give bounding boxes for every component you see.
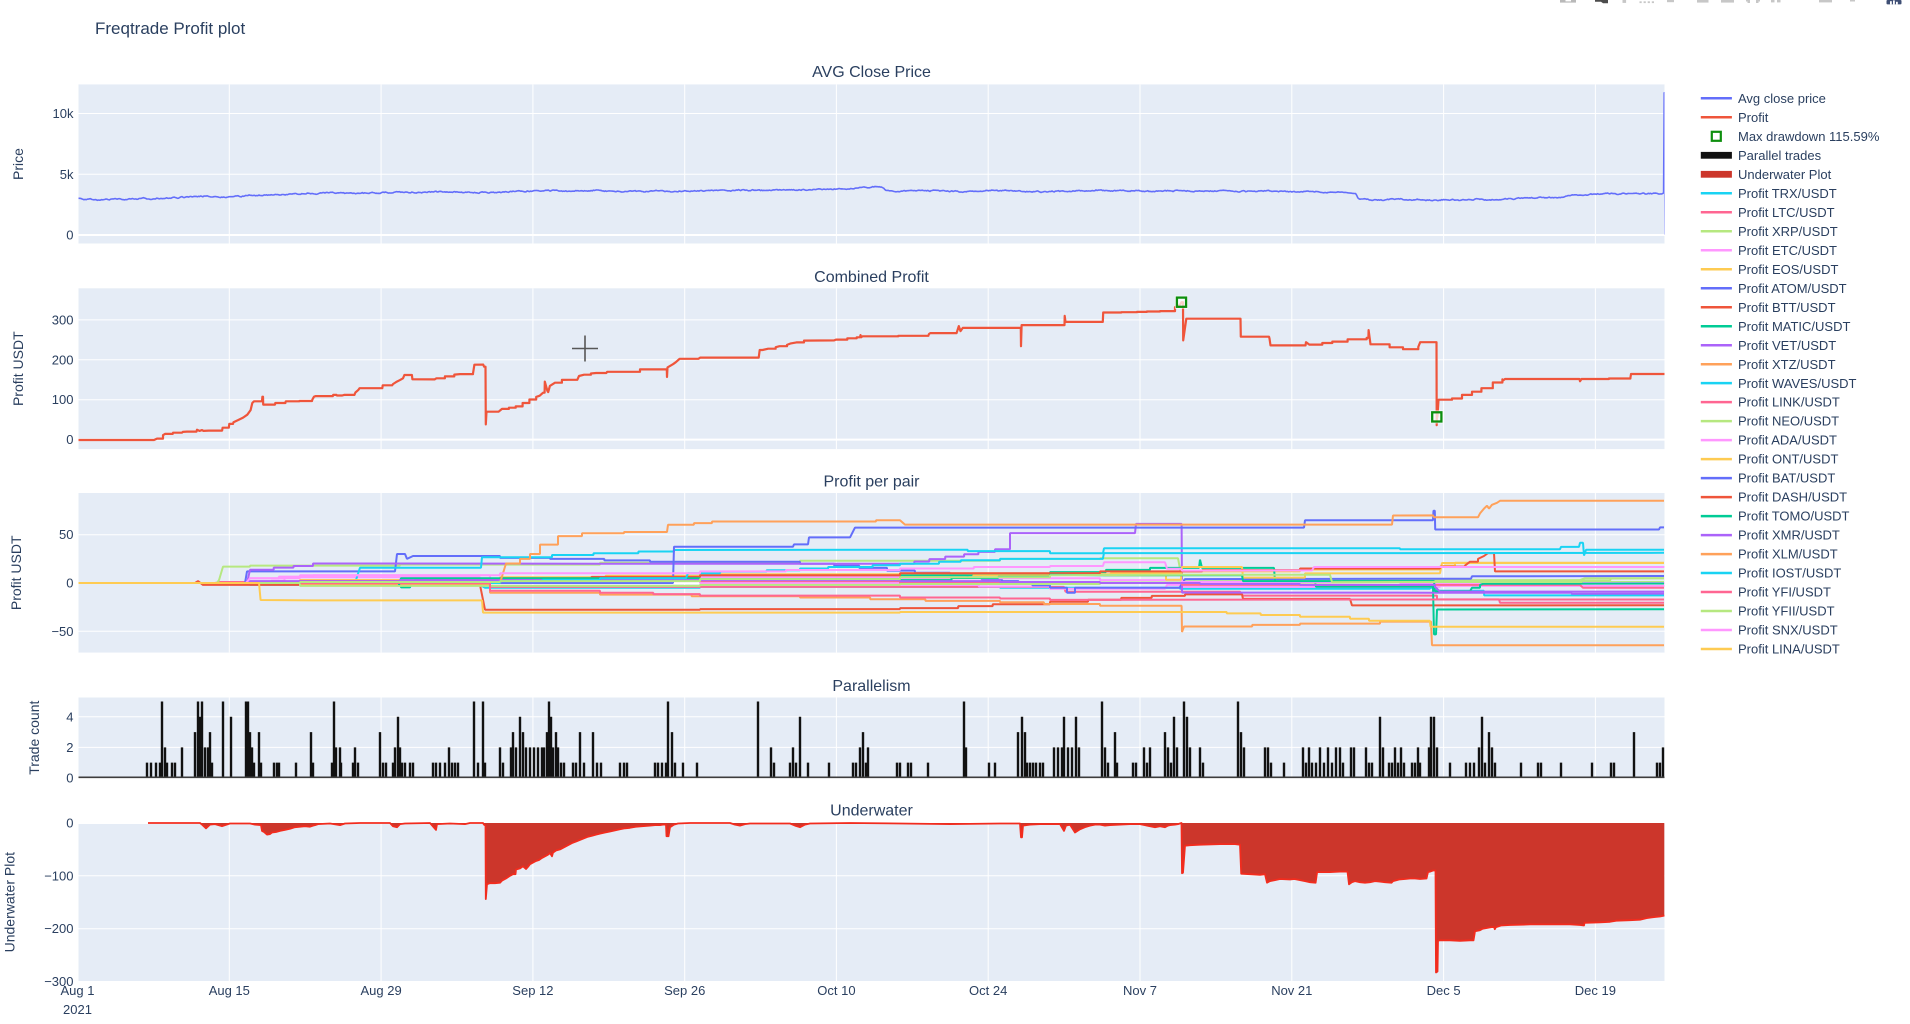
svg-text:Sep 12: Sep 12 xyxy=(512,983,553,998)
svg-text:Profit per pair: Profit per pair xyxy=(823,474,920,491)
svg-text:Profit MATIC/USDT: Profit MATIC/USDT xyxy=(1738,319,1850,334)
svg-text:2: 2 xyxy=(66,740,73,755)
svg-text:Profit XMR/USDT: Profit XMR/USDT xyxy=(1738,528,1840,543)
svg-text:Profit LTC/USDT: Profit LTC/USDT xyxy=(1738,205,1835,220)
svg-text:Trade count: Trade count xyxy=(26,701,42,775)
svg-text:Profit ATOM/USDT: Profit ATOM/USDT xyxy=(1738,281,1847,296)
svg-text:Profit XTZ/USDT: Profit XTZ/USDT xyxy=(1738,357,1836,372)
svg-text:Underwater: Underwater xyxy=(830,803,913,820)
svg-text:Profit ONT/USDT: Profit ONT/USDT xyxy=(1738,452,1838,467)
svg-text:Profit TRX/USDT: Profit TRX/USDT xyxy=(1738,186,1837,201)
svg-text:5k: 5k xyxy=(60,167,74,182)
svg-text:−300: −300 xyxy=(44,974,73,989)
svg-text:Combined Profit: Combined Profit xyxy=(814,269,929,286)
svg-text:300: 300 xyxy=(52,312,74,327)
svg-text:Underwater Plot: Underwater Plot xyxy=(1738,167,1832,182)
svg-text:Profit XRP/USDT: Profit XRP/USDT xyxy=(1738,224,1838,239)
svg-text:Profit YFII/USDT: Profit YFII/USDT xyxy=(1738,604,1835,619)
svg-text:−200: −200 xyxy=(44,921,73,936)
svg-text:Parallelism: Parallelism xyxy=(832,678,910,695)
svg-text:Profit TOMO/USDT: Profit TOMO/USDT xyxy=(1738,509,1850,524)
svg-text:Oct 24: Oct 24 xyxy=(969,983,1007,998)
svg-text:Parallel trades: Parallel trades xyxy=(1738,148,1822,163)
svg-text:Aug 15: Aug 15 xyxy=(209,983,250,998)
svg-text:Profit BAT/USDT: Profit BAT/USDT xyxy=(1738,471,1835,486)
svg-text:0: 0 xyxy=(66,576,73,591)
svg-text:Profit: Profit xyxy=(1738,110,1769,125)
svg-text:Profit VET/USDT: Profit VET/USDT xyxy=(1738,338,1836,353)
svg-text:Dec 19: Dec 19 xyxy=(1575,983,1616,998)
svg-text:0: 0 xyxy=(66,816,73,831)
svg-text:Aug 29: Aug 29 xyxy=(360,983,401,998)
svg-text:Profit BTT/USDT: Profit BTT/USDT xyxy=(1738,300,1836,315)
svg-text:0: 0 xyxy=(66,432,73,447)
svg-text:Profit IOST/USDT: Profit IOST/USDT xyxy=(1738,566,1841,581)
svg-text:Profit USDT: Profit USDT xyxy=(8,535,24,610)
svg-text:200: 200 xyxy=(52,352,74,367)
svg-text:Dec 5: Dec 5 xyxy=(1427,983,1461,998)
svg-text:Profit LINA/USDT: Profit LINA/USDT xyxy=(1738,642,1840,657)
svg-text:Nov 7: Nov 7 xyxy=(1123,983,1157,998)
svg-text:Profit ADA/USDT: Profit ADA/USDT xyxy=(1738,433,1837,448)
svg-text:Max drawdown 115.59%: Max drawdown 115.59% xyxy=(1738,129,1880,144)
svg-text:Profit DASH/USDT: Profit DASH/USDT xyxy=(1738,490,1847,505)
svg-text:Profit XLM/USDT: Profit XLM/USDT xyxy=(1738,547,1838,562)
svg-text:Underwater Plot: Underwater Plot xyxy=(2,852,18,952)
svg-text:Profit WAVES/USDT: Profit WAVES/USDT xyxy=(1738,376,1857,391)
svg-text:−50: −50 xyxy=(51,624,73,639)
svg-text:Price: Price xyxy=(10,148,26,180)
svg-text:0: 0 xyxy=(66,770,73,785)
svg-text:Profit SNX/USDT: Profit SNX/USDT xyxy=(1738,623,1838,638)
svg-text:Profit EOS/USDT: Profit EOS/USDT xyxy=(1738,262,1838,277)
svg-text:100: 100 xyxy=(52,392,74,407)
svg-text:10k: 10k xyxy=(53,106,74,121)
svg-text:0: 0 xyxy=(66,228,73,243)
svg-text:Profit NEO/USDT: Profit NEO/USDT xyxy=(1738,414,1839,429)
svg-text:Oct 10: Oct 10 xyxy=(817,983,855,998)
svg-text:4: 4 xyxy=(66,709,73,724)
svg-text:Freqtrade Profit plot: Freqtrade Profit plot xyxy=(95,19,246,38)
svg-text:AVG Close Price: AVG Close Price xyxy=(812,64,931,81)
svg-text:Profit YFI/USDT: Profit YFI/USDT xyxy=(1738,585,1831,600)
svg-text:50: 50 xyxy=(59,527,73,542)
svg-text:Avg close price: Avg close price xyxy=(1738,91,1826,106)
svg-text:Profit LINK/USDT: Profit LINK/USDT xyxy=(1738,395,1840,410)
svg-text:Sep 26: Sep 26 xyxy=(664,983,705,998)
svg-text:Profit USDT: Profit USDT xyxy=(10,331,26,406)
svg-text:Aug 1: Aug 1 xyxy=(61,983,95,998)
svg-text:2021: 2021 xyxy=(63,1002,92,1017)
svg-text:Profit ETC/USDT: Profit ETC/USDT xyxy=(1738,243,1837,258)
svg-text:−100: −100 xyxy=(44,868,73,883)
svg-text:Nov 21: Nov 21 xyxy=(1271,983,1312,998)
